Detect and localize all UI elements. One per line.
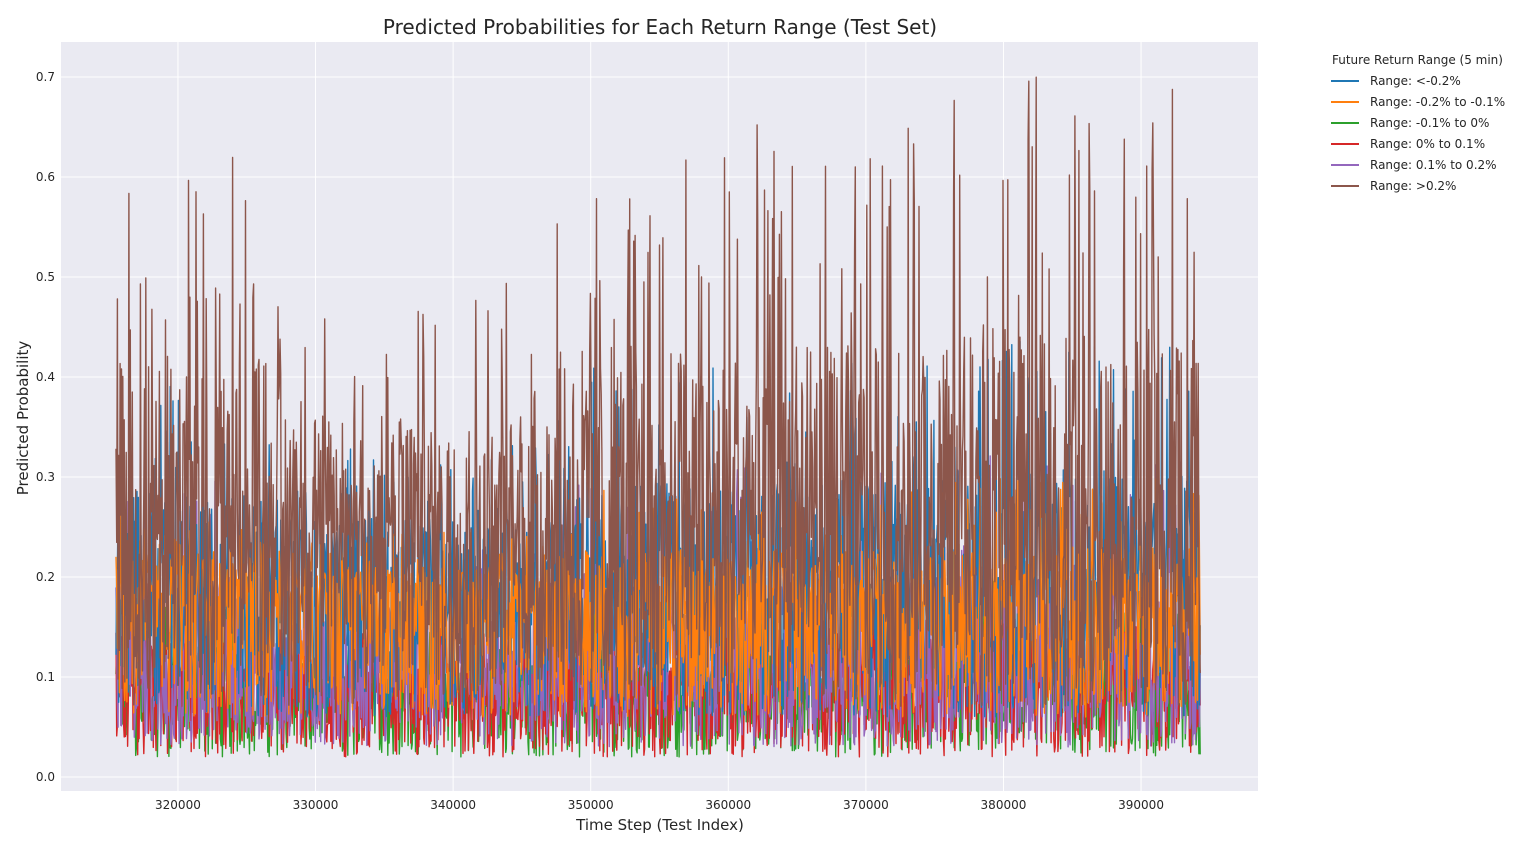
y-axis-label: Predicted Probability — [14, 341, 32, 496]
series-layer — [115, 76, 1201, 758]
x-tick-label: 390000 — [1118, 798, 1164, 812]
y-tick-label: 0.3 — [36, 470, 55, 484]
x-tick-label: 360000 — [705, 798, 751, 812]
x-tick-label: 340000 — [430, 798, 476, 812]
y-axis-ticks: 0.0 0.1 0.2 0.3 0.4 0.5 0.6 0.7 — [36, 70, 55, 784]
x-tick-label: 380000 — [981, 798, 1027, 812]
legend-entry: Range: >0.2% — [1370, 179, 1456, 193]
legend-entry: Range: -0.1% to 0% — [1370, 116, 1489, 130]
legend: Future Return Range (5 min) Range: <-0.2… — [1331, 53, 1505, 193]
y-tick-label: 0.4 — [36, 370, 55, 384]
legend-title: Future Return Range (5 min) — [1332, 53, 1503, 67]
chart-title: Predicted Probabilities for Each Return … — [383, 15, 937, 39]
x-tick-label: 350000 — [568, 798, 614, 812]
y-tick-label: 0.5 — [36, 270, 55, 284]
x-tick-label: 370000 — [843, 798, 889, 812]
y-tick-label: 0.0 — [36, 770, 55, 784]
series-line — [115, 76, 1201, 707]
x-axis-label: Time Step (Test Index) — [575, 816, 744, 834]
x-tick-label: 320000 — [155, 798, 201, 812]
y-tick-label: 0.7 — [36, 70, 55, 84]
legend-entry: Range: 0% to 0.1% — [1370, 137, 1485, 151]
y-tick-label: 0.1 — [36, 670, 55, 684]
legend-entry: Range: -0.2% to -0.1% — [1370, 95, 1505, 109]
y-tick-label: 0.6 — [36, 170, 55, 184]
x-axis-ticks: 320000 330000 340000 350000 360000 370000 3800… — [155, 798, 1164, 812]
legend-entry: Range: <-0.2% — [1370, 74, 1461, 88]
y-tick-label: 0.2 — [36, 570, 55, 584]
x-tick-label: 330000 — [293, 798, 339, 812]
legend-entry: Range: 0.1% to 0.2% — [1370, 158, 1497, 172]
